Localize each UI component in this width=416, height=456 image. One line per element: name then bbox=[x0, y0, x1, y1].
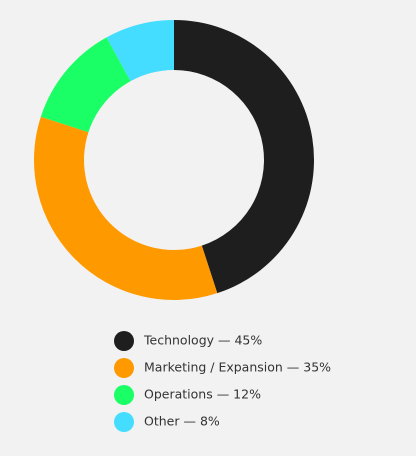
legend-swatch bbox=[114, 331, 134, 351]
donut-slice bbox=[40, 37, 131, 133]
legend-swatch bbox=[114, 412, 134, 432]
donut-slice bbox=[33, 116, 218, 301]
legend-swatch bbox=[114, 358, 134, 378]
donut-slice bbox=[174, 20, 314, 294]
legend-label: Technology — 45% bbox=[143, 333, 262, 348]
legend-label: Operations — 12% bbox=[144, 387, 261, 402]
donut-slice bbox=[106, 20, 174, 82]
legend-label: Marketing / Expansion — 35% bbox=[144, 360, 331, 375]
legend-swatch bbox=[114, 385, 134, 405]
legend-label: Other — 8% bbox=[144, 414, 220, 429]
